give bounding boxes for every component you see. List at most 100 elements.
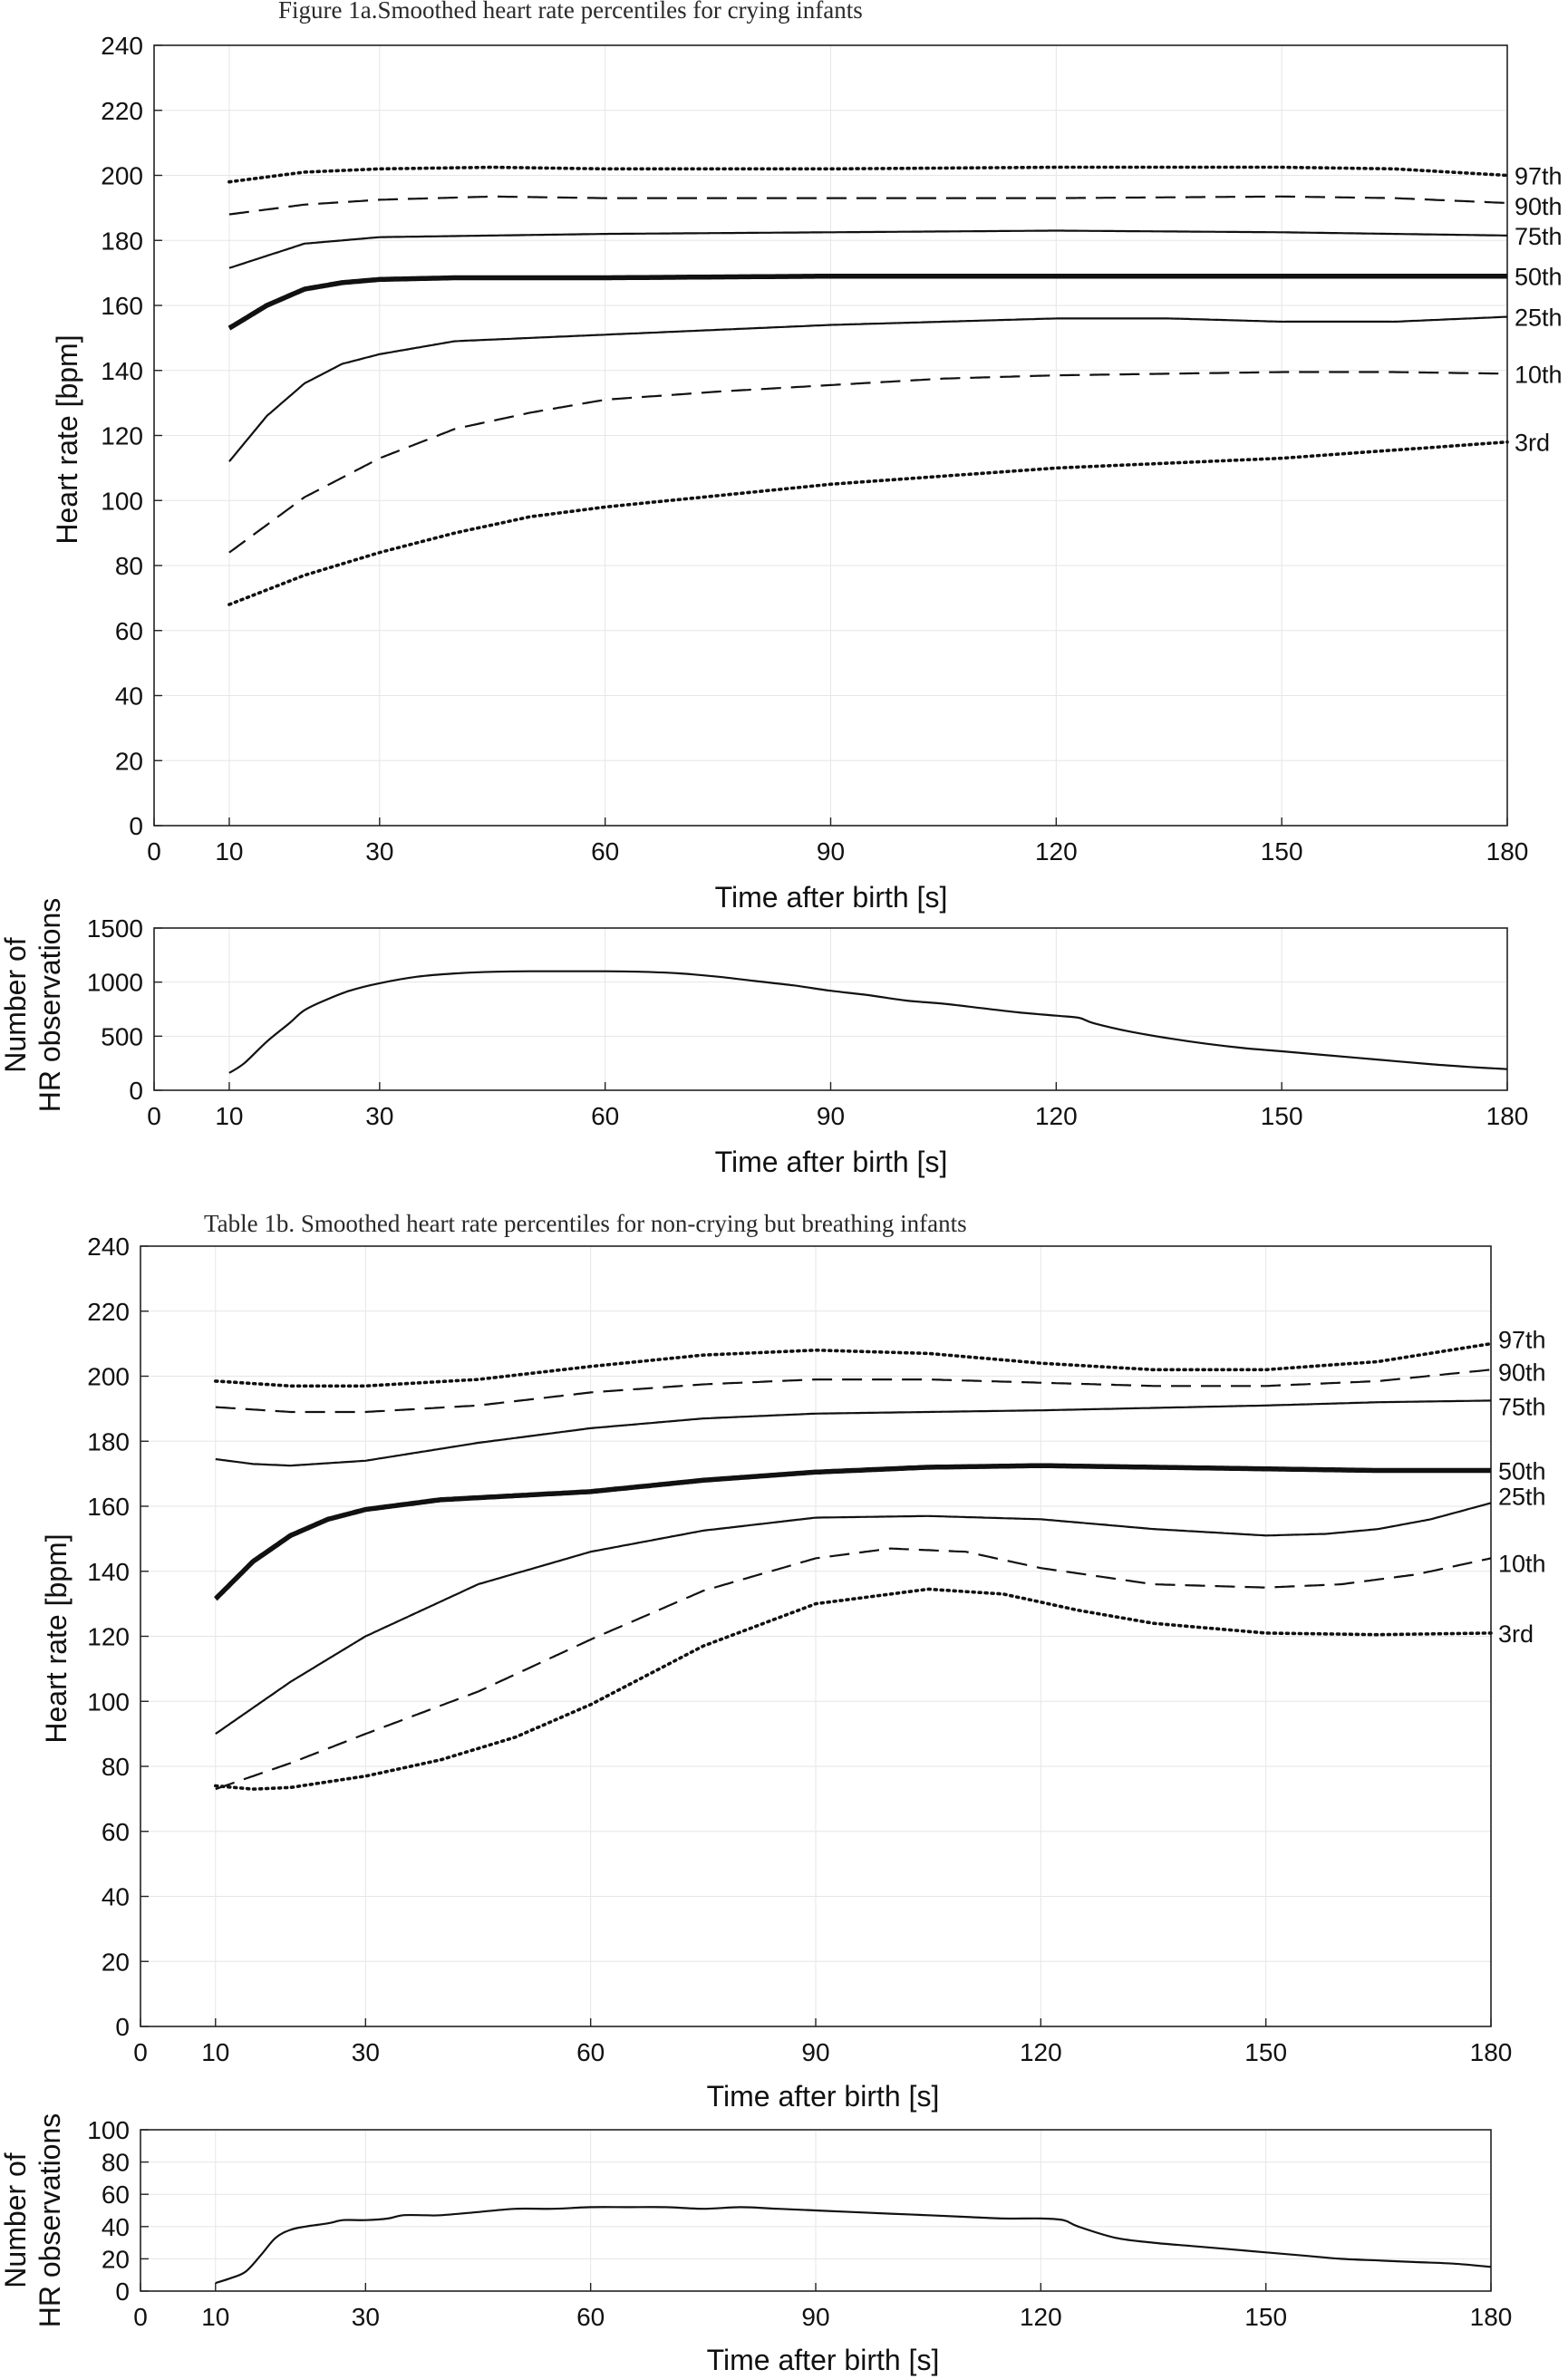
percentile-line-97th	[227, 165, 1509, 184]
x-tick-label: 90	[817, 1102, 845, 1130]
y-tick-label: 120	[87, 1623, 130, 1651]
x-tick-label: 0	[147, 837, 161, 866]
y-tick-label: 1000	[87, 969, 143, 997]
x-tick-label: 30	[352, 2303, 380, 2331]
y-tick-label: 80	[102, 2149, 130, 2177]
chart-b-ylabel: Heart rate [bpm]	[40, 1533, 73, 1743]
chart-b-count-ylabel-line1: Number of	[0, 2152, 32, 2288]
percentile-label-75th: 75th	[1498, 1393, 1546, 1420]
y-tick-label: 100	[87, 2116, 130, 2144]
percentile-line-75th	[215, 1399, 1492, 1467]
percentile-label-25th: 25th	[1498, 1483, 1546, 1510]
x-tick-label: 180	[1486, 1102, 1529, 1130]
y-tick-label: 60	[102, 1818, 130, 1846]
y-tick-label: 240	[87, 1233, 130, 1261]
x-tick-label: 150	[1244, 2303, 1287, 2331]
y-tick-label: 40	[102, 2213, 130, 2241]
chart-b-count-ylabel-line2: HR observations	[34, 2113, 66, 2328]
y-tick-label: 1500	[87, 914, 143, 943]
percentile-line-25th	[215, 1502, 1492, 1735]
y-tick-label: 60	[102, 2181, 130, 2209]
x-tick-label: 150	[1261, 1102, 1303, 1130]
y-tick-label: 40	[102, 1883, 130, 1911]
y-tick-label: 20	[102, 1948, 130, 1976]
y-tick-label: 0	[115, 2277, 130, 2306]
percentile-label-90th: 90th	[1498, 1359, 1546, 1386]
percentile-label-97th: 97th	[1515, 163, 1563, 190]
chart-a-ylabel: Heart rate [bpm]	[51, 334, 83, 544]
percentile-line-97th	[214, 1341, 1493, 1388]
x-tick-label: 120	[1020, 2038, 1062, 2066]
y-tick-label: 500	[101, 1022, 143, 1050]
y-tick-label: 0	[129, 1077, 143, 1105]
y-tick-label: 20	[102, 2245, 130, 2273]
count-line	[215, 2206, 1492, 2285]
x-tick-label: 60	[576, 2303, 605, 2331]
percentile-label-50th: 50th	[1498, 1458, 1546, 1485]
chart-b-heart-rate-percentiles: 0 10 30 60 90 120 150 180 0 20 40 60 80 100 120 140 160 1…	[87, 1233, 1545, 2066]
y-tick-label: 80	[115, 552, 143, 580]
percentile-line-25th	[228, 315, 1508, 462]
x-tick-label: 180	[1486, 837, 1529, 866]
percentile-line-3rd	[227, 440, 1509, 606]
x-tick-label: 120	[1035, 1102, 1078, 1130]
percentile-line-75th	[228, 229, 1508, 269]
figure-b-title: Table 1b. Smoothed heart rate percentile…	[204, 1210, 967, 1237]
x-tick-label: 0	[147, 1102, 161, 1130]
chart-a-heart-rate-percentiles: 0 10 30 60 90 120 150 180 0 20 40 60 80 100 120 140 160 1…	[101, 32, 1562, 866]
y-tick-label: 180	[87, 1427, 130, 1455]
x-tick-label: 180	[1470, 2303, 1513, 2331]
percentile-line-10th	[215, 1547, 1492, 1791]
percentile-label-97th: 97th	[1498, 1327, 1546, 1354]
x-tick-label: 60	[591, 837, 619, 866]
x-tick-label: 10	[215, 1102, 243, 1130]
x-tick-label: 150	[1261, 837, 1303, 866]
y-tick-label: 220	[101, 97, 143, 125]
percentile-label-50th: 50th	[1515, 264, 1563, 291]
chart-b-observation-counts: 0 10 30 60 90 120 150 180 0 20 40 60 80 100	[87, 2116, 1512, 2331]
chart-a-observation-counts: 0 10 30 60 90 120 150 180 0 500 1000 1500	[87, 914, 1529, 1130]
y-tick-label: 0	[115, 2013, 130, 2041]
x-tick-label: 60	[576, 2038, 605, 2066]
x-tick-label: 30	[365, 1102, 393, 1130]
x-tick-label: 120	[1020, 2303, 1062, 2331]
y-tick-label: 200	[87, 1363, 130, 1391]
y-tick-label: 160	[101, 292, 143, 320]
percentile-line-10th	[228, 371, 1507, 554]
percentile-label-90th: 90th	[1515, 193, 1563, 220]
y-tick-label: 80	[102, 1753, 130, 1781]
y-tick-label: 180	[101, 227, 143, 255]
chart-b-count-xlabel: Time after birth [s]	[707, 2344, 940, 2376]
percentile-line-90th	[215, 1368, 1492, 1414]
percentile-label-3rd: 3rd	[1498, 1620, 1534, 1648]
percentile-line-90th	[228, 195, 1508, 216]
x-tick-label: 60	[591, 1102, 619, 1130]
chart-a-xlabel: Time after birth [s]	[715, 881, 948, 914]
percentile-label-25th: 25th	[1515, 305, 1563, 332]
y-tick-label: 120	[101, 422, 143, 450]
percentile-label-3rd: 3rd	[1515, 430, 1550, 457]
percentile-line-50th	[213, 1463, 1491, 1601]
x-tick-label: 0	[133, 2038, 148, 2066]
chart-a-count-ylabel-line1: Number of	[0, 937, 32, 1073]
y-tick-label: 220	[87, 1298, 130, 1326]
y-tick-label: 200	[101, 162, 143, 190]
x-tick-label: 0	[133, 2303, 148, 2331]
y-tick-label: 140	[87, 1558, 130, 1586]
x-tick-label: 10	[201, 2038, 229, 2066]
y-tick-label: 20	[115, 747, 143, 775]
x-tick-label: 120	[1035, 837, 1078, 866]
figure-a-title: Figure 1a.Smoothed heart rate percentile…	[278, 0, 863, 24]
x-tick-label: 10	[215, 837, 243, 866]
x-tick-label: 90	[801, 2303, 829, 2331]
percentile-label-10th: 10th	[1498, 1550, 1546, 1577]
x-tick-label: 90	[801, 2038, 829, 2066]
x-tick-label: 180	[1470, 2038, 1513, 2066]
y-tick-label: 160	[87, 1493, 130, 1521]
x-tick-label: 90	[817, 837, 845, 866]
x-tick-label: 30	[352, 2038, 380, 2066]
chart-b-xlabel: Time after birth [s]	[707, 2080, 940, 2113]
percentile-label-75th: 75th	[1515, 223, 1563, 250]
y-tick-label: 60	[115, 617, 143, 645]
